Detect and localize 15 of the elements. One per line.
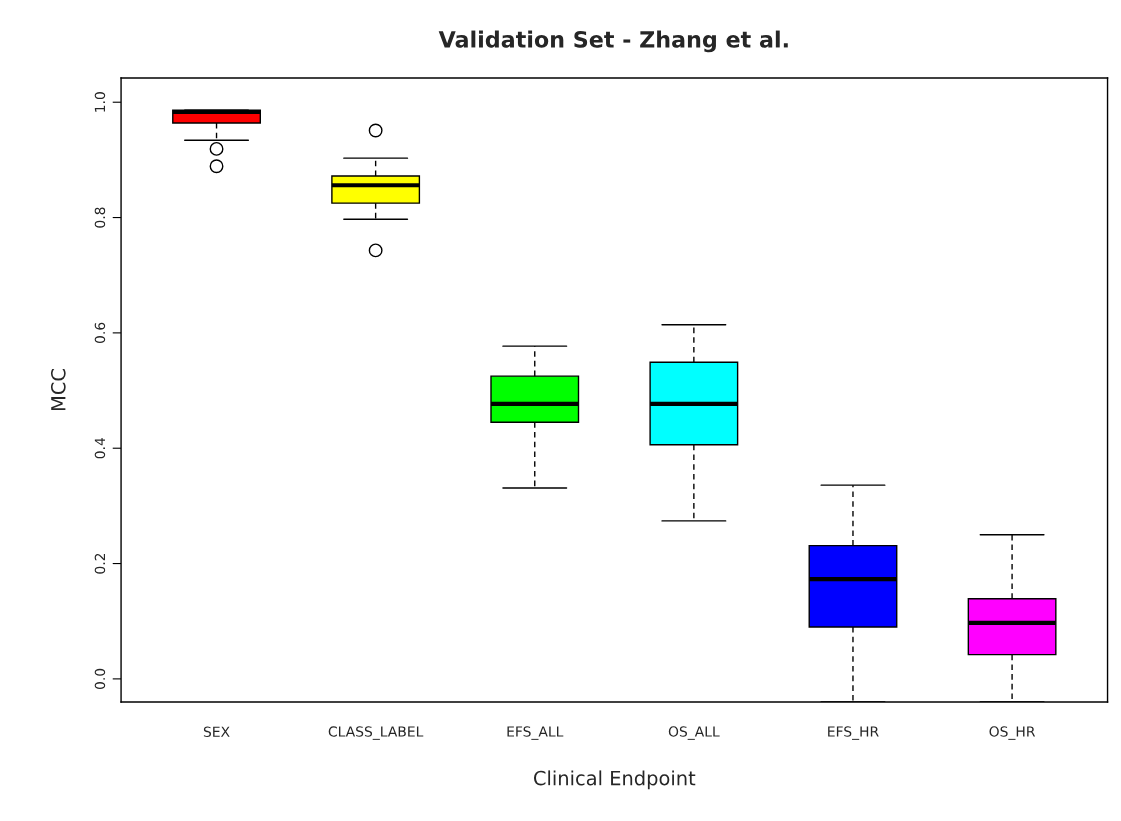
y-tick-label: 0.2 bbox=[94, 553, 106, 574]
x-tick-label: OS_ALL bbox=[668, 726, 720, 740]
x-axis-title: Clinical Endpoint bbox=[533, 770, 696, 790]
y-tick-label: 0.6 bbox=[94, 322, 106, 344]
y-tick-label: 0.0 bbox=[94, 668, 106, 690]
x-tick-label: CLASS_LABEL bbox=[328, 726, 424, 740]
y-tick-label: 1.0 bbox=[94, 92, 106, 112]
x-tick-label: EFS_ALL bbox=[507, 726, 564, 740]
x-tick-label: OS_HR bbox=[989, 726, 1036, 740]
y-tick-label: 0.8 bbox=[94, 207, 106, 228]
y-axis-title: MCC bbox=[50, 369, 66, 411]
chart-title: Validation Set - Zhang et al. bbox=[438, 30, 788, 53]
y-tick-label: 0.4 bbox=[94, 437, 106, 459]
x-tick-label: SEX bbox=[203, 726, 230, 738]
x-tick-label: EFS_HR bbox=[828, 726, 879, 740]
